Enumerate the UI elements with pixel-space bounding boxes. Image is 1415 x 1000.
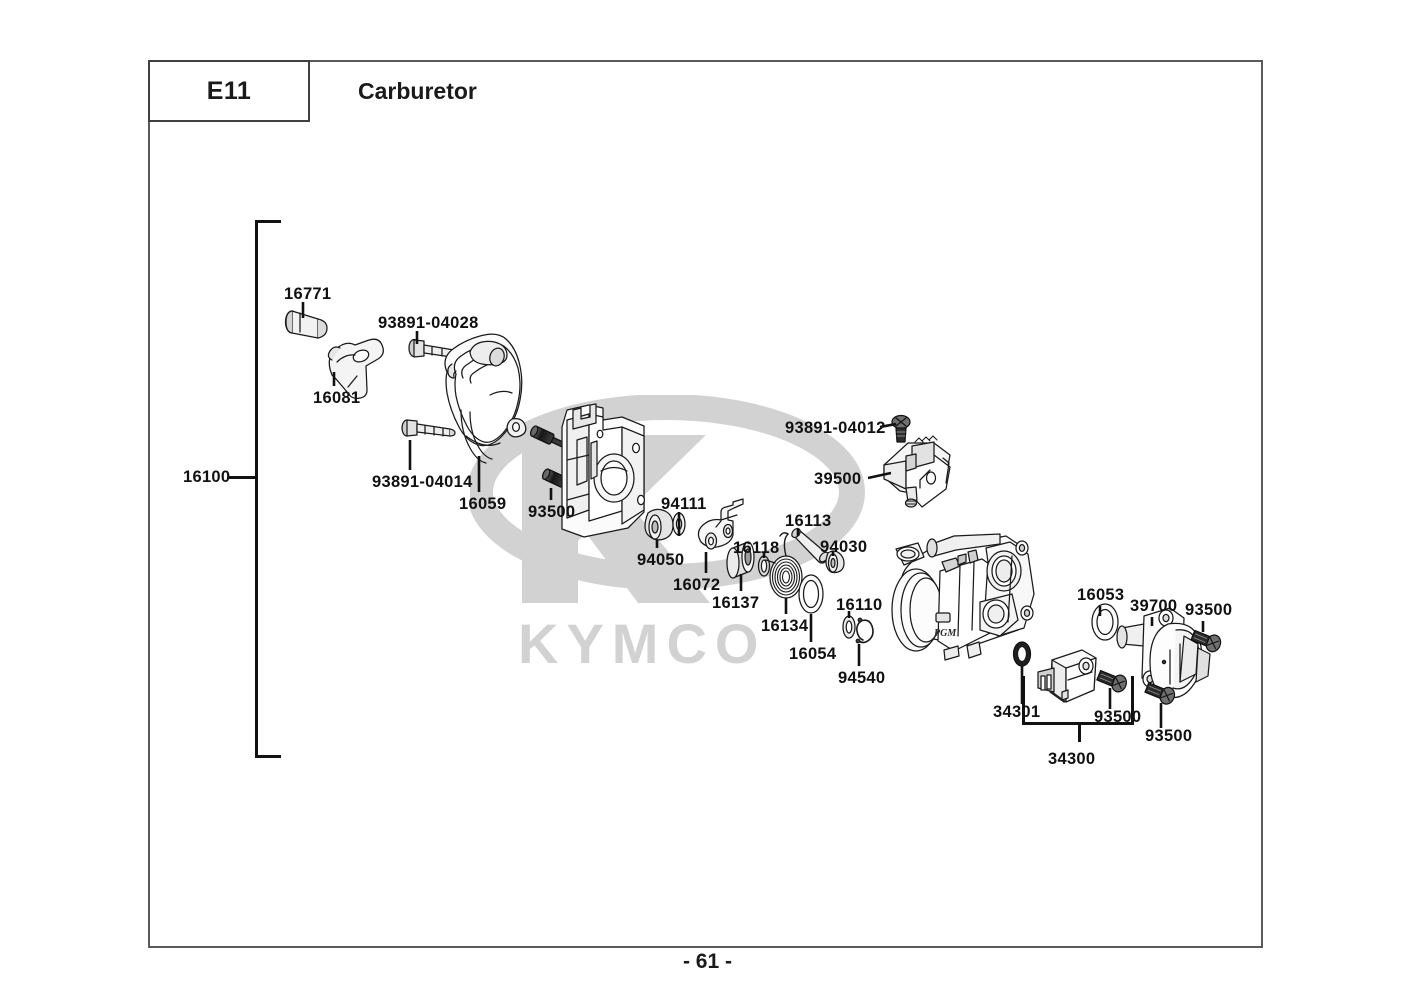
section-title: Carburetor xyxy=(358,77,477,104)
part-label-93891-04012: 93891-04012 xyxy=(785,419,886,437)
part-label-16059: 16059 xyxy=(459,495,507,513)
part-label-16771: 16771 xyxy=(284,285,332,303)
part-label-93500-r1: 93500 xyxy=(1185,601,1233,619)
part-label-16081: 16081 xyxy=(313,389,361,407)
part-label-16137: 16137 xyxy=(712,594,760,612)
group-label-34300: 34300 xyxy=(1048,750,1096,768)
part-label-16053: 16053 xyxy=(1077,586,1125,604)
part-label-16054: 16054 xyxy=(789,645,837,663)
part-label-16134: 16134 xyxy=(761,617,809,635)
part-label-94540: 94540 xyxy=(838,669,886,687)
part-label-16072: 16072 xyxy=(673,576,721,594)
part-label-39700: 39700 xyxy=(1130,597,1178,615)
part-label-93500-r2: 93500 xyxy=(1094,708,1142,726)
part-label-94050: 94050 xyxy=(637,551,685,569)
part-label-93500-r3: 93500 xyxy=(1145,727,1193,745)
part-label-93891-04014: 93891-04014 xyxy=(372,473,473,491)
part-label-34301: 34301 xyxy=(993,703,1041,721)
part-label-16110: 16110 xyxy=(836,596,883,614)
part-label-93500-left: 93500 xyxy=(528,503,576,521)
part-label-16118: 16118 xyxy=(733,539,780,557)
page-number: - 61 - xyxy=(682,950,732,973)
section-code: E11 xyxy=(206,76,252,105)
diagram-frame xyxy=(148,60,1263,948)
part-label-16113: 16113 xyxy=(785,512,832,530)
part-label-94030: 94030 xyxy=(820,538,868,556)
part-label-94111: 94111 xyxy=(661,495,707,513)
section-code-cell: E11 xyxy=(148,60,310,122)
part-label-39500: 39500 xyxy=(814,470,862,488)
part-label-93891-04028: 93891-04028 xyxy=(378,314,479,332)
group-label-16100: 16100 xyxy=(183,468,231,486)
